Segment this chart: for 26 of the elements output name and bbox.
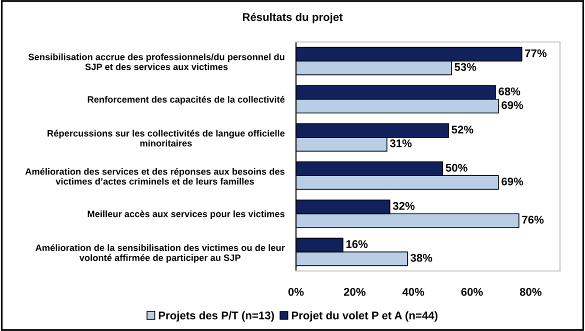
y-tick-label: Renforcement des capacités de la collectivité [88,96,285,105]
text: 50% [446,164,468,172]
text: 69% [502,101,524,110]
text: 31% [390,139,412,148]
text: 16% [346,240,368,248]
y-tick-label: Amélioration des services et des réponses aux besoins des victimes d’actes criminels et de leurs familles [25,168,285,185]
text: 69% [502,178,524,186]
y-tick-label: Amélioration de la sensibilisation des victimes ou de leur volonté affirmée de participer au SJP [36,244,285,263]
legend-label: Projets des P/T (n=13) [158,311,274,322]
text: 38% [410,254,432,262]
x-tick-label: 0% [288,288,304,296]
y-tick-label: Répercussions sur les collectivités de langue officielle minoritaires [48,130,285,146]
x-tick-label: 20% [344,288,366,296]
x-tick-label: 60% [461,288,483,296]
x-tick-label: 40% [402,288,424,296]
y-tick-label: Meilleur accès aux services pour les victimes [88,210,285,220]
x-tick-label: 80% [520,288,542,296]
text: 53% [454,63,476,71]
text: 77% [525,49,547,58]
y-tick-label: Sensibilisation accrue des professionnels/du personnel du SJP et des services aux victimes [28,53,284,70]
legend-label: Projet du volet P et A (n=44) [292,311,438,322]
text: 52% [452,126,474,134]
text: 76% [522,216,544,224]
text: 32% [392,202,415,210]
text: 68% [498,87,520,96]
chart-title: Résultats du projet [242,12,343,24]
